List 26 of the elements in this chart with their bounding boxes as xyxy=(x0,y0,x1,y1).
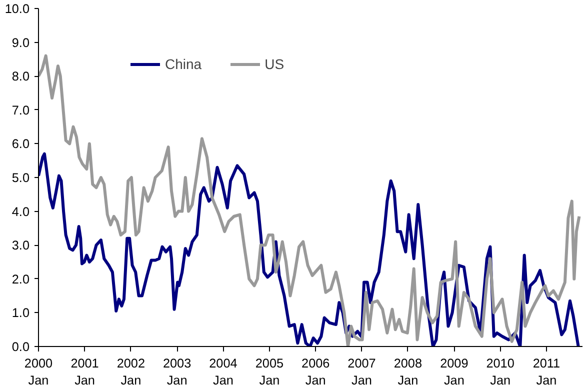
x-tick-label: 2003 Jan xyxy=(162,356,192,388)
y-tick-label: 2.0 xyxy=(12,272,30,286)
x-tick-label: 2000 Jan xyxy=(24,356,53,388)
legend-label: China xyxy=(165,56,202,72)
x-tick-label: 2001 Jan xyxy=(70,356,99,388)
x-tick-label: 2011 Jan xyxy=(532,356,560,388)
y-tick-label: 8.0 xyxy=(12,70,30,84)
y-tick-label: 1.0 xyxy=(12,306,30,320)
y-tick-label: 4.0 xyxy=(12,204,30,219)
x-tick-label: 2006 Jan xyxy=(302,356,330,388)
x-tick-label: 2004 Jan xyxy=(209,356,238,388)
y-tick-label: 5.0 xyxy=(12,171,30,185)
x-tick-label: 2005 Jan xyxy=(255,356,284,388)
y-tick-label: 6.0 xyxy=(12,137,30,152)
x-tick-label: 2009 Jan xyxy=(440,356,468,388)
legend-label: US xyxy=(264,56,285,72)
x-tick-label: 2007 Jan xyxy=(348,356,376,388)
x-tick-label: 2010 Jan xyxy=(486,356,514,388)
y-tick-label: 10.0 xyxy=(4,2,30,16)
x-tick-label: 2008 Jan xyxy=(394,356,422,388)
y-tick-label: 0.0 xyxy=(12,340,30,354)
y-tick-label: 3.0 xyxy=(12,238,30,253)
y-tick-label: 9.0 xyxy=(12,36,30,50)
x-tick-label: 2002 Jan xyxy=(116,356,145,388)
y-tick-label: 7.0 xyxy=(12,103,30,118)
line-series xyxy=(38,152,580,346)
